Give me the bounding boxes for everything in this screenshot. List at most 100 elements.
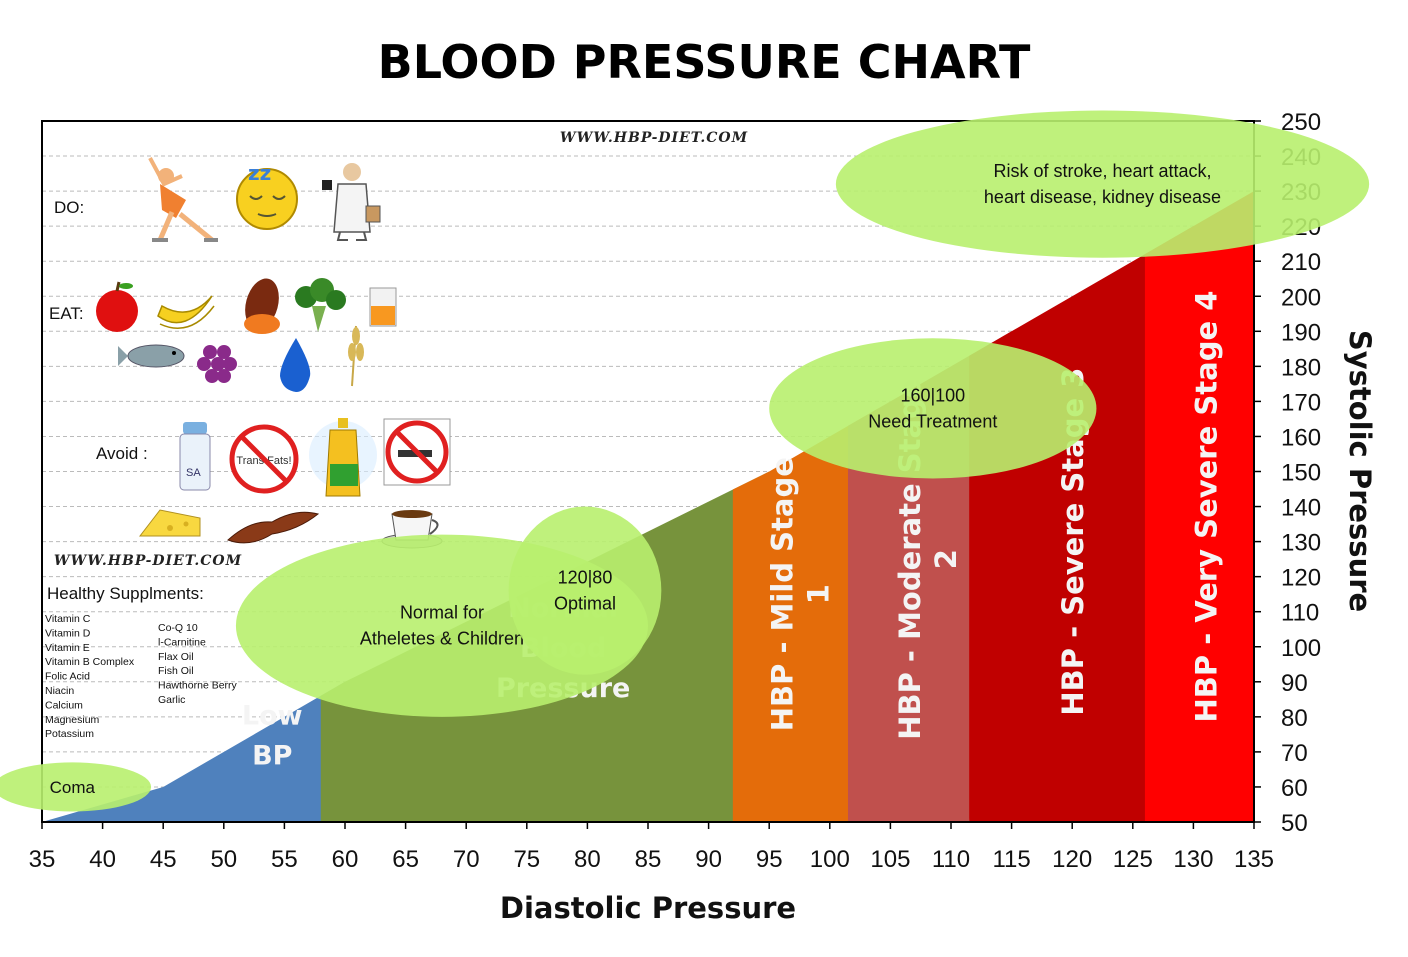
- salt-shaker-icon: SA: [179, 422, 211, 491]
- y-tick-label: 130: [1281, 530, 1321, 557]
- y-tick-label: 80: [1281, 705, 1308, 732]
- supplements-list-2: Co-Q 10 l-Carnitine Flax Oil Fish Oil Hawtho…: [158, 622, 238, 706]
- supplement-item: Hawthorne Berry: [158, 680, 238, 692]
- y-tick-label: 140: [1281, 495, 1321, 522]
- zone-label-line: 2: [929, 549, 963, 569]
- avoid-label: Avoid :: [96, 444, 148, 463]
- supplement-item: Folic Acid: [45, 671, 90, 683]
- supplement-item: Flax Oil: [158, 651, 194, 663]
- sweet-potato-icon: [244, 278, 280, 334]
- y-tick-label: 60: [1281, 775, 1308, 802]
- water-drop-icon: [280, 338, 311, 392]
- x-tick-label: 70: [453, 846, 480, 873]
- x-tick-label: 85: [635, 846, 662, 873]
- watermark-left: WWW.HBP-DIET.COM: [54, 553, 242, 569]
- annotation-text: Need Treatment: [868, 411, 997, 431]
- x-axis-label: Diastolic Pressure: [500, 891, 796, 925]
- grapes-icon: [197, 345, 237, 383]
- y-tick-label: 150: [1281, 460, 1321, 487]
- zone-label-line: BP: [252, 740, 292, 771]
- x-tick-label: 60: [332, 846, 359, 873]
- watermark-top: WWW.HBP-DIET.COM: [560, 130, 748, 146]
- y-tick-label: 190: [1281, 319, 1321, 346]
- lifestyle-panel: DO: EAT: Avoid : zz: [45, 157, 451, 740]
- supplements-list-1: Vitamin C Vitamin D Vitamin E Vitamin B Com…: [45, 613, 135, 740]
- x-tick-label: 65: [392, 846, 419, 873]
- annotation-text: Optimal: [554, 594, 616, 614]
- y-tick-label: 210: [1281, 249, 1321, 276]
- x-tick-label: 90: [695, 846, 722, 873]
- supplement-item: l-Carnitine: [158, 636, 206, 648]
- x-tick-label: 50: [210, 846, 237, 873]
- x-tick-label: 135: [1234, 846, 1274, 873]
- annotation-bubble: Coma: [0, 762, 152, 812]
- svg-text:zz: zz: [248, 161, 271, 185]
- annotation-ellipse: [835, 110, 1370, 258]
- supplement-item: Niacin: [45, 685, 74, 697]
- x-tick-label: 130: [1173, 846, 1213, 873]
- cooking-oil-icon: [309, 418, 377, 497]
- annotation-bubble: 160|100 Need Treatment: [769, 338, 1097, 479]
- zone-label: HBP - Very Severe Stage 4: [1190, 291, 1224, 723]
- supplement-item: Vitamin D: [45, 627, 91, 639]
- supplement-item: Magnesium: [45, 714, 100, 726]
- x-tick-label: 45: [150, 846, 177, 873]
- annotation-text: 120|80: [558, 568, 613, 588]
- annotation-text: heart disease, kidney disease: [984, 187, 1221, 207]
- y-tick-label: 180: [1281, 354, 1321, 381]
- x-tick-label: 120: [1052, 846, 1092, 873]
- doctor-icon: [322, 163, 381, 241]
- y-tick-label: 110: [1281, 600, 1319, 627]
- supplement-item: Calcium: [45, 699, 83, 711]
- x-tick-label: 110: [932, 846, 970, 873]
- x-tick-label: 125: [1113, 846, 1153, 873]
- supplement-item: Co-Q 10: [158, 622, 198, 634]
- no-trans-fats-icon: Trans Fats!: [229, 424, 299, 494]
- salt-label: SA: [186, 467, 201, 479]
- zone-label-line: Low: [242, 700, 303, 731]
- zone-label: HBP - Mild Stage 1: [766, 457, 836, 731]
- supplements-title: Healthy Supplments:: [47, 584, 204, 603]
- annotation-text: Risk of stroke, heart attack,: [993, 161, 1211, 181]
- supplement-item: Vitamin E: [45, 642, 90, 654]
- zone-area: [42, 681, 345, 822]
- annotation-ellipse: [769, 338, 1097, 479]
- zone-label: Low BP: [242, 700, 303, 771]
- y-tick-label: 170: [1281, 389, 1321, 416]
- eat-label: EAT:: [49, 304, 84, 323]
- supplement-item: Fish Oil: [158, 665, 194, 677]
- apple-icon: [96, 281, 138, 332]
- no-smoking-icon: [383, 418, 451, 486]
- annotation-ellipse: [0, 762, 152, 812]
- supplement-item: Vitamin C: [45, 613, 91, 625]
- zone-label-line: HBP - Mild Stage: [766, 457, 800, 731]
- x-tick-label: 100: [810, 846, 850, 873]
- annotation-text: 160|100: [900, 385, 965, 405]
- chart-title: BLOOD PRESSURE CHART: [378, 35, 1031, 89]
- wheat-icon: [348, 325, 364, 387]
- supplement-item: Vitamin B Complex: [45, 656, 135, 668]
- orange-juice-icon: [369, 287, 397, 327]
- cheese-icon: [138, 509, 201, 537]
- broccoli-icon: [295, 278, 346, 332]
- zone-area: [1144, 191, 1254, 823]
- y-axis-label: Systolic Pressure: [1343, 330, 1377, 612]
- x-tick-label: 115: [992, 846, 1030, 873]
- zone-area: [732, 408, 879, 822]
- annotation-text: Coma: [50, 778, 96, 797]
- bacon-icon: [227, 511, 320, 544]
- annotation-text: Normal for: [400, 603, 484, 623]
- annotation-text: Atheletes & Children: [360, 629, 524, 649]
- x-tick-label: 35: [29, 846, 56, 873]
- annotation-bubble: 120|80 Optimal: [508, 506, 662, 675]
- fish-icon: [118, 344, 185, 368]
- annotation-bubble: Risk of stroke, heart attack, heart disea…: [835, 110, 1370, 258]
- y-tick-label: 160: [1281, 424, 1321, 451]
- y-tick-label: 90: [1281, 670, 1308, 697]
- x-tick-label: 40: [89, 846, 116, 873]
- y-tick-label: 120: [1281, 565, 1321, 592]
- supplement-item: Garlic: [158, 694, 185, 706]
- do-label: DO:: [54, 198, 84, 217]
